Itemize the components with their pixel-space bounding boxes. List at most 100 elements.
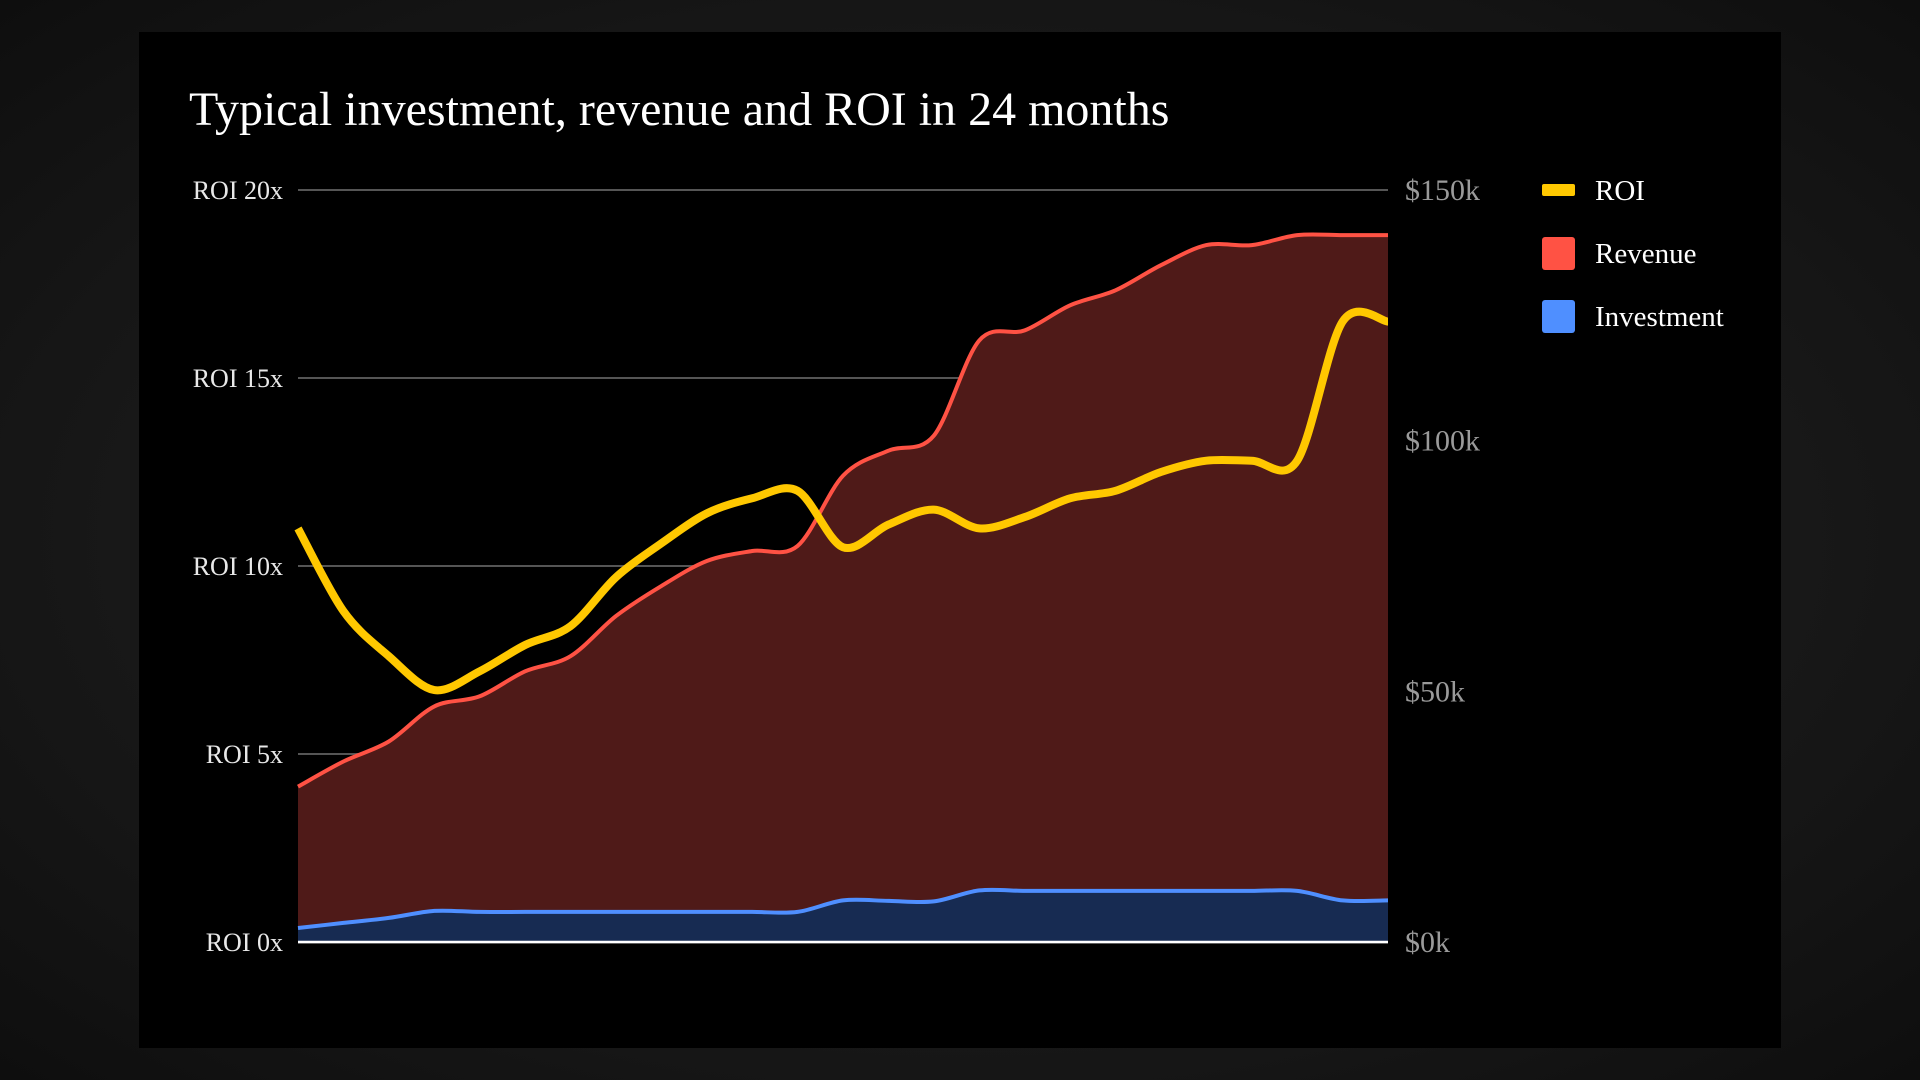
roi-point-14[interactable] [883, 520, 893, 530]
revenue-point-22[interactable] [1248, 241, 1256, 249]
revenue-point-5[interactable] [476, 692, 484, 700]
revenue-point-1[interactable] [294, 783, 302, 791]
investment-point-25[interactable] [1384, 896, 1392, 904]
legend-item-roi[interactable]: ROI [1542, 175, 1645, 207]
investment-point-24[interactable] [1339, 896, 1347, 904]
right-tick-label: $0k [1405, 926, 1450, 959]
revenue-point-15[interactable] [930, 432, 938, 440]
revenue-area-line [297, 232, 1388, 789]
roi-point-17[interactable] [1020, 512, 1030, 522]
investment-area-line [297, 887, 1389, 930]
roi-point-18[interactable] [1065, 493, 1075, 503]
roi-point-3[interactable] [384, 651, 394, 661]
investment-point-1[interactable] [294, 924, 302, 932]
revenue-point-7[interactable] [567, 652, 575, 660]
roi-line [294, 307, 1389, 695]
line-series [293, 307, 1393, 695]
investment-point-8[interactable] [612, 908, 620, 916]
investment-point-18[interactable] [1066, 887, 1074, 895]
revenue-point-21[interactable] [1202, 241, 1210, 249]
roi-point-22[interactable] [1247, 456, 1257, 466]
left-tick-label: ROI 10x [193, 552, 283, 581]
roi-point-23[interactable] [1292, 456, 1302, 466]
investment-point-3[interactable] [385, 914, 393, 922]
revenue-point-6[interactable] [521, 667, 529, 675]
revenue-area-fill [298, 234, 1388, 942]
roi-point-13[interactable] [838, 542, 848, 552]
investment-point-6[interactable] [521, 908, 529, 916]
revenue-point-9[interactable] [657, 582, 665, 590]
left-tick-label: ROI 20x [193, 176, 283, 205]
revenue-point-2[interactable] [339, 758, 347, 766]
revenue-legend-swatch [1542, 237, 1575, 270]
revenue-point-10[interactable] [703, 557, 711, 565]
revenue-point-3[interactable] [385, 737, 393, 745]
investment-point-19[interactable] [1112, 887, 1120, 895]
roi-point-24[interactable] [1338, 317, 1348, 327]
roi-point-16[interactable] [974, 523, 984, 533]
left-tick-label: ROI 5x [206, 740, 283, 769]
investment-point-16[interactable] [975, 886, 983, 894]
right-tick-label: $50k [1405, 675, 1465, 708]
left-tick-label: ROI 0x [206, 928, 283, 957]
investment-point-4[interactable] [430, 907, 438, 915]
roi-point-19[interactable] [1111, 486, 1121, 496]
investment-point-23[interactable] [1293, 887, 1301, 895]
investment-point-10[interactable] [703, 908, 711, 916]
right-tick-label: $100k [1405, 425, 1480, 458]
legend[interactable]: ROI Revenue Investment [1542, 175, 1724, 333]
roi-point-2[interactable] [338, 606, 348, 616]
roi-point-1[interactable] [293, 523, 303, 533]
roi-revenue-investment-chart: Typical investment, revenue and ROI in 2… [189, 83, 1724, 959]
roi-point-4[interactable] [429, 685, 439, 695]
revenue-point-24[interactable] [1339, 231, 1347, 239]
investment-legend-swatch [1542, 300, 1575, 333]
revenue-point-11[interactable] [748, 547, 756, 555]
roi-point-15[interactable] [929, 505, 939, 515]
roi-point-11[interactable] [747, 493, 757, 503]
investment-legend-label: Investment [1595, 301, 1724, 333]
roi-legend-swatch [1542, 184, 1575, 196]
roi-point-21[interactable] [1201, 456, 1211, 466]
revenue-point-13[interactable] [839, 472, 847, 480]
roi-point-9[interactable] [656, 538, 666, 548]
investment-point-11[interactable] [748, 908, 756, 916]
revenue-point-12[interactable] [794, 542, 802, 550]
roi-point-12[interactable] [793, 486, 803, 496]
investment-point-22[interactable] [1248, 887, 1256, 895]
revenue-point-23[interactable] [1293, 231, 1301, 239]
legend-item-revenue[interactable]: Revenue [1542, 237, 1696, 270]
investment-point-13[interactable] [839, 896, 847, 904]
investment-point-12[interactable] [794, 908, 802, 916]
investment-point-9[interactable] [657, 908, 665, 916]
roi-point-8[interactable] [611, 572, 621, 582]
investment-point-21[interactable] [1202, 887, 1210, 895]
roi-point-6[interactable] [520, 640, 530, 650]
revenue-point-19[interactable] [1112, 286, 1120, 294]
chart-title: Typical investment, revenue and ROI in 2… [189, 83, 1169, 136]
revenue-point-4[interactable] [430, 702, 438, 710]
revenue-point-17[interactable] [1021, 326, 1029, 334]
revenue-point-20[interactable] [1157, 261, 1165, 269]
roi-legend-label: ROI [1595, 175, 1645, 207]
investment-point-7[interactable] [567, 908, 575, 916]
investment-point-15[interactable] [930, 897, 938, 905]
revenue-point-16[interactable] [975, 336, 983, 344]
revenue-point-14[interactable] [884, 447, 892, 455]
investment-point-5[interactable] [476, 908, 484, 916]
roi-point-5[interactable] [475, 666, 485, 676]
investment-point-17[interactable] [1021, 887, 1029, 895]
right-tick-label: $150k [1405, 174, 1480, 207]
roi-point-20[interactable] [1156, 467, 1166, 477]
roi-point-7[interactable] [566, 621, 576, 631]
investment-point-14[interactable] [884, 897, 892, 905]
roi-point-10[interactable] [702, 508, 712, 518]
revenue-point-18[interactable] [1066, 301, 1074, 309]
investment-area-fill [298, 889, 1388, 942]
revenue-point-8[interactable] [612, 612, 620, 620]
investment-point-2[interactable] [339, 919, 347, 927]
legend-item-investment[interactable]: Investment [1542, 300, 1724, 333]
roi-point-25[interactable] [1383, 317, 1393, 327]
investment-point-20[interactable] [1157, 887, 1165, 895]
revenue-point-25[interactable] [1384, 231, 1392, 239]
